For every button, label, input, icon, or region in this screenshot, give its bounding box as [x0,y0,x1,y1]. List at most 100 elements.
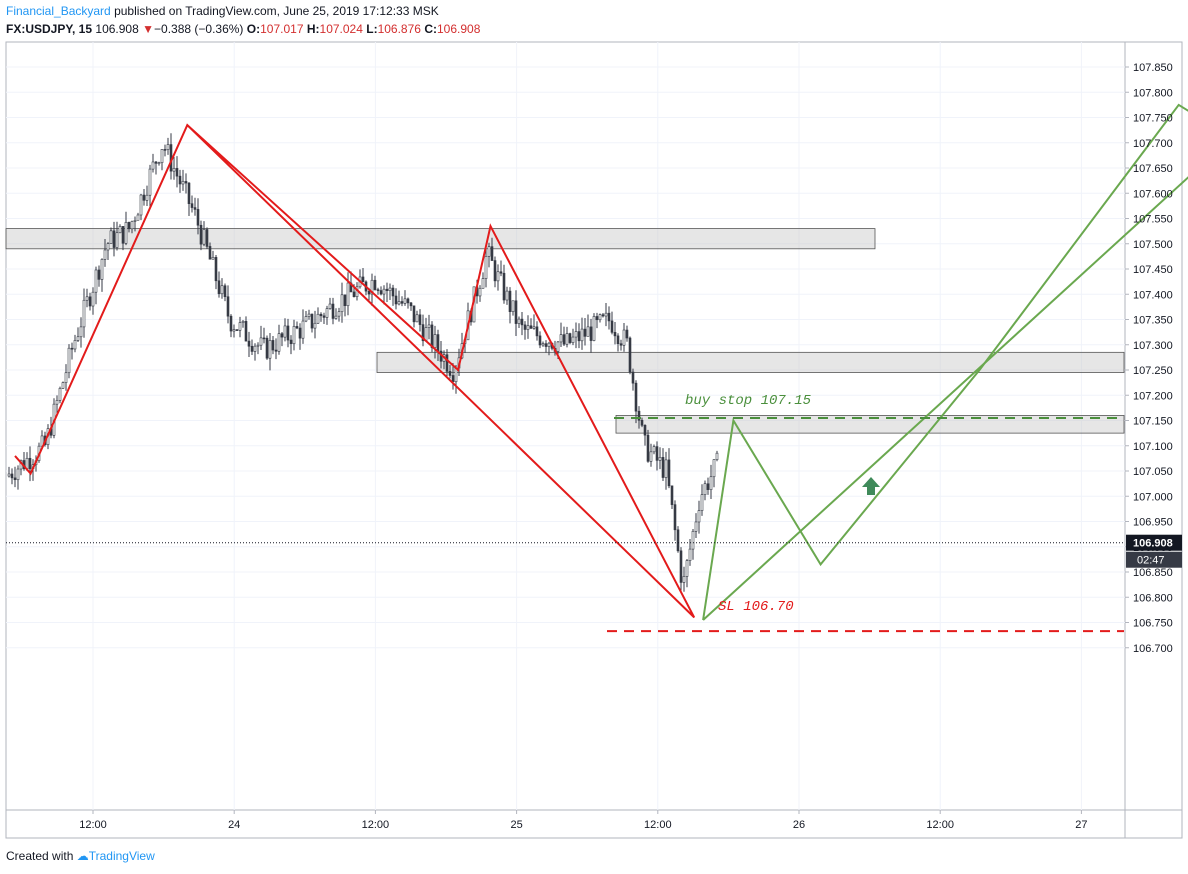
candle-body [625,329,629,339]
candle-body [163,149,167,151]
candle-body [583,328,587,337]
candle-body [274,349,278,352]
candle-body [112,230,116,248]
candle-body [454,367,458,383]
candle-body [229,315,233,332]
candle-body [244,321,248,342]
candle-body [160,149,164,163]
y-tick-label: 107.200 [1133,390,1173,402]
candle-body [319,313,323,317]
zone-box [376,351,1125,373]
created-with-text: Created with [6,849,74,863]
candle-body [211,257,215,260]
candle-body [277,333,281,352]
candle-body [418,314,422,325]
y-tick-label: 107.250 [1133,365,1173,377]
candle-body [592,316,596,341]
tradingview-brand[interactable]: TradingView [88,849,155,863]
candle-body [385,288,389,291]
y-tick-label: 107.700 [1133,138,1173,150]
chart-frame [5,41,1183,839]
y-tick-label: 106.800 [1133,592,1173,604]
x-tick-label: 26 [793,819,805,831]
candle-body [664,459,668,478]
candle-body [166,144,170,150]
candle-body [223,285,227,298]
y-tick-label: 107.300 [1133,340,1173,352]
close-label: C: [424,22,437,36]
candle-body [85,296,89,301]
candle-body [301,320,305,339]
candle-body [391,287,395,297]
candle-body [76,336,80,341]
candle-body [646,434,650,462]
y-tick-label: 107.850 [1133,62,1173,74]
candle-body [655,446,659,461]
candle-body [508,290,512,312]
candle-body [286,325,290,341]
y-tick-label: 107.400 [1133,289,1173,301]
candle-body [154,161,158,164]
publisher-line: Financial_Backyard published on TradingV… [6,4,439,18]
candle-body [205,229,209,247]
candle-body [505,290,509,301]
candle-body [370,279,374,295]
candle-body [265,337,269,359]
candle-body [691,530,695,550]
candle-body [106,243,110,251]
candle-body [586,326,590,337]
candle-body [580,328,584,342]
candle-body [16,468,20,481]
y-tick-label: 107.500 [1133,239,1173,251]
candle-body [280,333,284,338]
y-tick-label: 107.800 [1133,87,1173,99]
candle-body [235,329,239,331]
candle-body [361,276,365,283]
candle-body [709,476,713,490]
candle-body [673,504,677,531]
candle-body [178,175,182,185]
candle-body [199,224,203,245]
y-tick-label: 107.100 [1133,441,1173,453]
candle-body [559,334,563,343]
candle-body [289,339,293,345]
candle-body [403,298,407,304]
candle-body [145,194,149,201]
candle-body [697,510,701,523]
candle-body [58,388,62,401]
candle-body [526,325,530,330]
candle-body [448,371,452,376]
candle-body [577,331,581,342]
low-value: 106.876 [377,22,421,36]
candle-body [73,340,77,350]
candle-body [382,288,386,295]
pattern-lines [14,103,1188,621]
candle-body [712,459,716,478]
candle-body [430,324,434,348]
candle-body [310,313,314,329]
candle-body [136,214,140,221]
candle-body [202,229,206,245]
y-tick-label: 107.350 [1133,315,1173,327]
candle-body [91,291,95,307]
candle-body [331,303,335,319]
x-tick-label: 12:00 [644,819,672,831]
candle-body [343,294,347,307]
low-label: L: [366,22,378,36]
candle-body [598,314,602,321]
author-link[interactable]: Financial_Backyard [6,4,111,18]
candle-body [547,342,551,347]
candle-body [667,459,671,487]
candle-body [670,485,674,505]
candle-body [487,246,491,257]
open-label: O: [246,22,261,36]
candle-body [484,255,488,279]
down-arrow-icon: ▼ [142,22,155,36]
candle-body [298,327,302,339]
buy-stop-label: buy stop 107.15 [685,393,812,409]
candle-body [679,550,683,583]
candle-body [496,271,500,282]
candle-body [502,272,506,301]
candle-body [256,344,260,347]
